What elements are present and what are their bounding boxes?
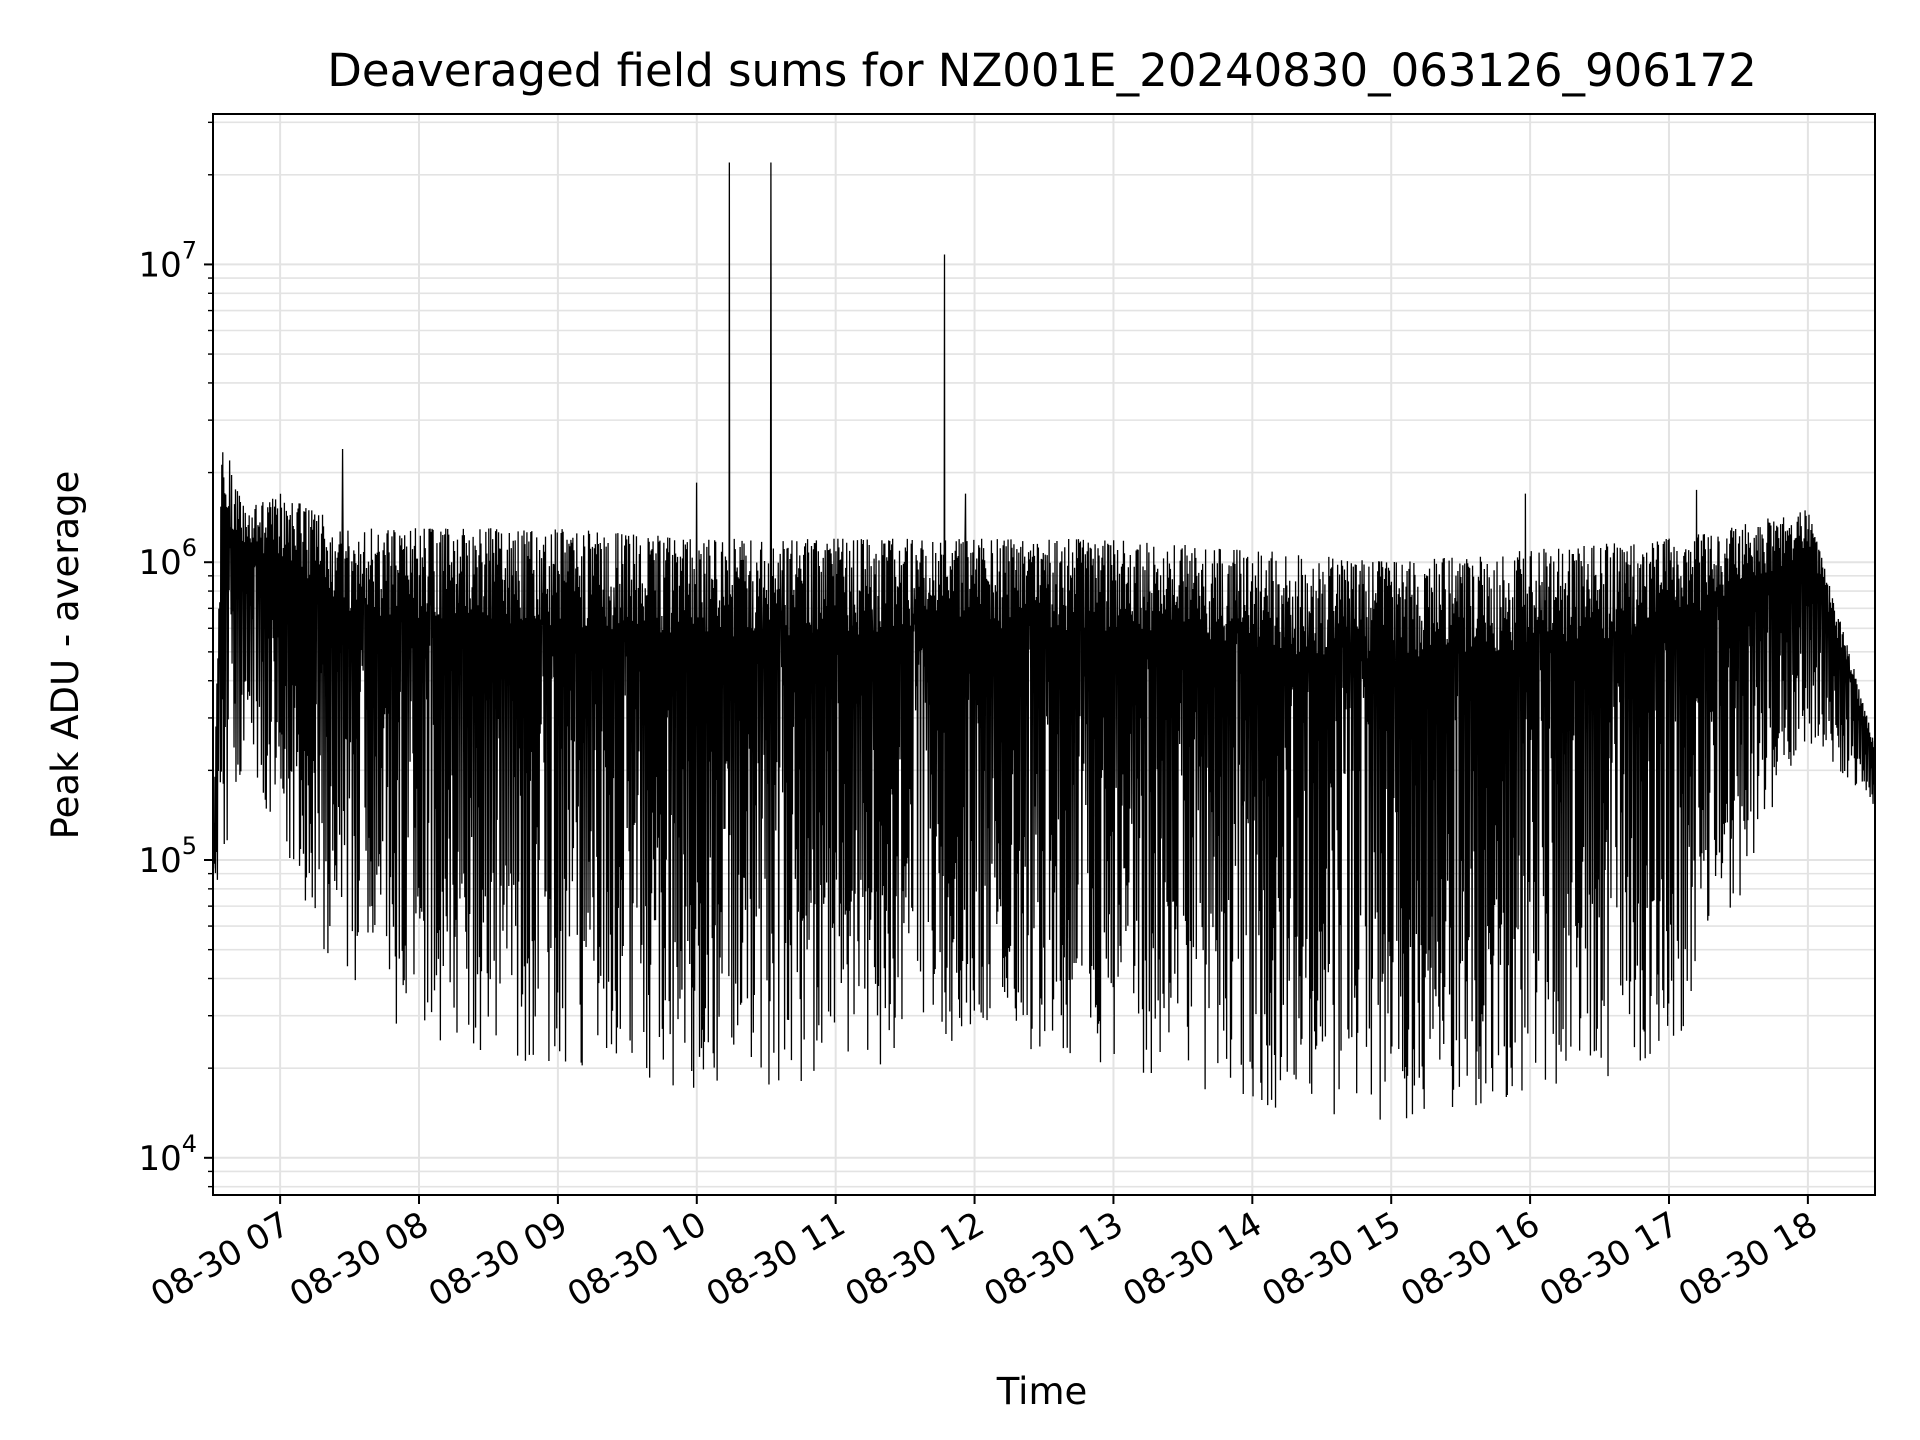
y-axis-label: Peak ADU - average [44,471,87,840]
chart-title: Deaveraged field sums for NZ001E_2024083… [327,44,1756,97]
series-line [212,162,1876,1120]
plot-frame [212,113,1876,1196]
x-axis-label: Time [996,1370,1088,1413]
data-line [212,162,1876,1120]
